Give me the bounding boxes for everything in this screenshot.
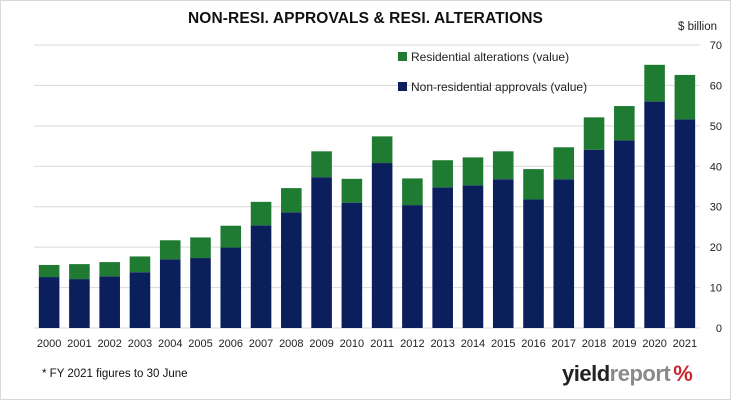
x-tick-label-2014: 2014: [461, 338, 485, 350]
bar-residential-2007: [250, 201, 272, 226]
bar-non-residential-2006: [220, 247, 242, 328]
legend-swatch-non-residential: [398, 82, 407, 91]
y-tick-label-30: 30: [710, 202, 722, 214]
bar-non-residential-2003: [129, 272, 151, 328]
x-tick-label-2020: 2020: [642, 338, 666, 350]
bar-non-residential-2011: [371, 163, 393, 328]
bar-non-residential-2013: [432, 187, 453, 328]
bar-residential-2020: [644, 64, 665, 102]
x-tick-label-2008: 2008: [279, 338, 303, 350]
bar-residential-2018: [583, 117, 605, 150]
bar-residential-2013: [432, 160, 453, 188]
x-tick-label-2010: 2010: [340, 338, 364, 350]
bar-non-residential-2019: [614, 140, 635, 328]
bar-non-residential-2015: [492, 179, 514, 328]
y-tick-label-20: 20: [710, 242, 722, 254]
bar-residential-2021: [674, 74, 696, 120]
bar-non-residential-2021: [674, 119, 696, 328]
bar-non-residential-2002: [99, 276, 120, 328]
x-tick-label-2016: 2016: [521, 338, 545, 350]
y-axis-unit-label: $ billion: [678, 21, 717, 33]
bar-non-residential-2005: [190, 258, 211, 328]
x-tick-label-2001: 2001: [67, 338, 91, 350]
y-tick-label-0: 0: [716, 323, 722, 335]
x-tick-label-2021: 2021: [673, 338, 697, 350]
bar-non-residential-2020: [644, 101, 665, 328]
bar-residential-2001: [69, 264, 90, 280]
y-tick-label-60: 60: [710, 80, 722, 92]
bar-residential-2019: [614, 106, 635, 141]
legend-swatch-residential: [398, 52, 407, 61]
x-tick-label-2005: 2005: [188, 338, 212, 350]
x-tick-label-2004: 2004: [158, 338, 182, 350]
bar-residential-2009: [311, 151, 332, 178]
bar-non-residential-2001: [69, 279, 90, 328]
bar-residential-2004: [159, 240, 181, 260]
bar-residential-2005: [190, 237, 211, 259]
bar-residential-2017: [553, 147, 575, 180]
bar-residential-2003: [129, 256, 151, 273]
bar-non-residential-2016: [523, 199, 544, 328]
x-tick-label-2019: 2019: [612, 338, 636, 350]
bar-residential-2000: [38, 264, 60, 278]
x-tick-label-2018: 2018: [582, 338, 606, 350]
bar-non-residential-2017: [553, 179, 575, 328]
bar-non-residential-2012: [402, 205, 423, 328]
bar-residential-2015: [492, 151, 514, 180]
y-tick-label-40: 40: [710, 161, 722, 173]
x-tick-label-2007: 2007: [249, 338, 273, 350]
bar-residential-2008: [281, 188, 302, 213]
bar-residential-2006: [220, 225, 242, 248]
bar-residential-2011: [371, 136, 393, 164]
x-tick-label-2000: 2000: [37, 338, 61, 350]
bar-non-residential-2010: [341, 202, 363, 328]
bar-non-residential-2014: [462, 185, 484, 328]
x-tick-label-2013: 2013: [430, 338, 454, 350]
y-tick-label-70: 70: [710, 40, 722, 52]
bar-residential-2002: [99, 262, 120, 277]
bar-non-residential-2009: [311, 177, 332, 328]
bar-non-residential-2004: [159, 259, 181, 328]
brand-part-yield: yield: [562, 361, 610, 386]
chart-title: NON-RESI. APPROVALS & RESI. ALTERATIONS: [188, 10, 543, 27]
x-tick-label-2012: 2012: [400, 338, 424, 350]
bar-non-residential-2000: [38, 277, 60, 328]
bar-residential-2016: [523, 169, 544, 200]
bar-non-residential-2008: [281, 212, 302, 328]
x-tick-label-2015: 2015: [491, 338, 515, 350]
bar-residential-2010: [341, 178, 363, 203]
percent-icon: %: [673, 361, 693, 386]
x-tick-label-2003: 2003: [128, 338, 152, 350]
bar-non-residential-2007: [250, 225, 272, 328]
x-tick-label-2011: 2011: [370, 338, 394, 350]
bar-non-residential-2018: [583, 149, 605, 328]
x-tick-label-2006: 2006: [219, 338, 243, 350]
x-tick-label-2009: 2009: [309, 338, 333, 350]
x-tick-label-2017: 2017: [552, 338, 576, 350]
legend-label-residential: Residential alterations (value): [411, 50, 569, 64]
yieldreport-logo: yieldreport%: [562, 361, 693, 387]
brand-part-report: report: [609, 361, 671, 386]
x-tick-label-2002: 2002: [97, 338, 121, 350]
legend-label-non-residential: Non-residential approvals (value): [411, 80, 587, 94]
bar-residential-2014: [462, 157, 484, 186]
footnote: * FY 2021 figures to 30 June: [42, 368, 188, 380]
bar-residential-2012: [402, 178, 423, 206]
y-tick-label-10: 10: [710, 283, 722, 295]
y-tick-label-50: 50: [710, 121, 722, 133]
